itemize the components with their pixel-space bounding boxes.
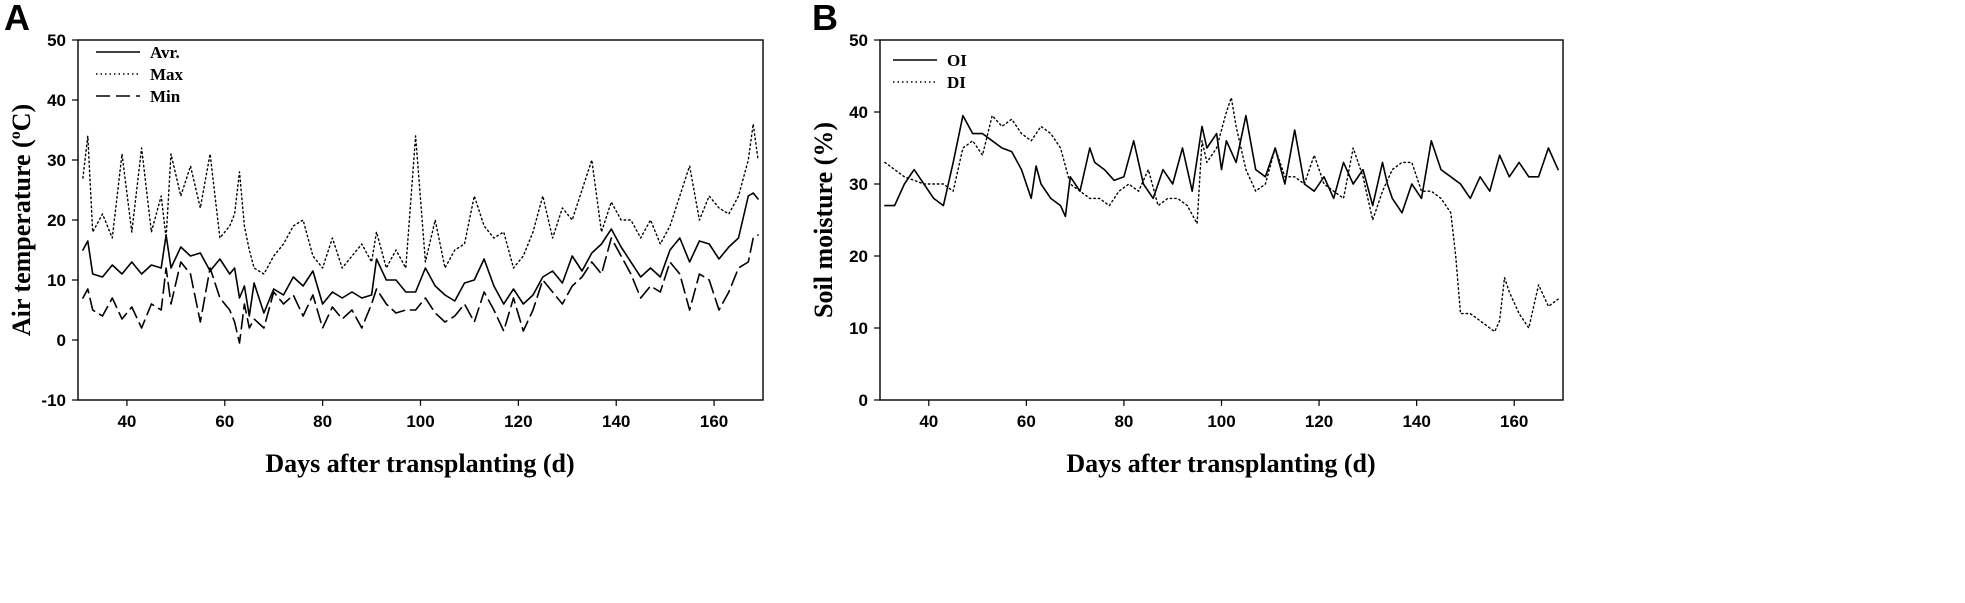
panel-b-y-tick-label: 20 bbox=[849, 247, 868, 266]
panel-b-y-tick-label: 30 bbox=[849, 175, 868, 194]
panel-b-legend-label-di: DI bbox=[947, 73, 966, 92]
panel-b-x-tick-label: 120 bbox=[1305, 412, 1333, 431]
panel-a-y-tick-label: 50 bbox=[47, 31, 66, 50]
panel-b-x-tick-label: 160 bbox=[1500, 412, 1528, 431]
panel-b-x-tick-label: 60 bbox=[1017, 412, 1036, 431]
panel-a-y-tick-label: 10 bbox=[47, 271, 66, 290]
panel-a-letter: A bbox=[4, 0, 30, 38]
panel-a-y-tick-label: 40 bbox=[47, 91, 66, 110]
panel-b-y-tick-label: 40 bbox=[849, 103, 868, 122]
panel-a-series bbox=[82, 123, 759, 344]
panel-a-legend: Avr. Max Min bbox=[96, 43, 184, 106]
panel-a-legend-label-avr: Avr. bbox=[150, 43, 180, 62]
panel-b-x-tick-label: 40 bbox=[919, 412, 938, 431]
panel-b-series-di bbox=[884, 96, 1559, 333]
panel-a-legend-label-max: Max bbox=[150, 65, 184, 84]
panel-a-x-tick-label: 40 bbox=[117, 412, 136, 431]
panel-a-air-temperature: A 40 60 80 100 120 140 160 -10 0 10 20 30 40 50 Avr. M… bbox=[4, 0, 764, 478]
panel-a-x-tick-label: 80 bbox=[313, 412, 332, 431]
panel-a-y-tick-label: 0 bbox=[57, 331, 66, 350]
panel-a-y-label-superscript: o bbox=[7, 131, 24, 139]
panel-b-x-tick-label: 100 bbox=[1207, 412, 1235, 431]
panel-a-series-avr bbox=[82, 192, 759, 317]
panel-a-y-axis-label: Air temperature (oC) bbox=[7, 104, 36, 336]
panel-a-y-label-tail: C) bbox=[7, 104, 36, 131]
panel-b-plot-frame bbox=[879, 39, 1564, 401]
panel-b-series bbox=[884, 96, 1559, 333]
panel-b-series-oi bbox=[884, 114, 1559, 218]
panel-a-y-tick-label: 30 bbox=[47, 151, 66, 170]
panel-b-legend: OI DI bbox=[893, 51, 967, 92]
panel-b-y-tick-label: 10 bbox=[849, 319, 868, 338]
panel-a-x-axis-label: Days after transplanting (d) bbox=[265, 449, 574, 478]
panel-a-x-tick-label: 100 bbox=[406, 412, 434, 431]
panel-a-y-label-main: Air temperature ( bbox=[7, 139, 36, 336]
panel-b-legend-label-oi: OI bbox=[947, 51, 967, 70]
panel-a-legend-label-min: Min bbox=[150, 87, 181, 106]
panel-b-soil-moisture: B 40 60 80 100 120 140 160 0 10 20 30 40 50 OI DI Day… bbox=[809, 0, 1564, 478]
panel-a-x-tick-label: 140 bbox=[602, 412, 630, 431]
panel-a-series-max bbox=[82, 123, 759, 275]
panel-b-letter: B bbox=[812, 0, 838, 38]
panel-a-series-min bbox=[82, 234, 759, 344]
panel-b-y-tick-label: 0 bbox=[859, 391, 868, 410]
panel-a-y-tick-label: 20 bbox=[47, 211, 66, 230]
panel-a-x-tick-label: 60 bbox=[215, 412, 234, 431]
panel-a-plot-frame bbox=[77, 39, 764, 401]
panel-a-x-tick-label: 160 bbox=[700, 412, 728, 431]
panel-b-x-axis-label: Days after transplanting (d) bbox=[1066, 449, 1375, 478]
panel-b-x-tick-label: 80 bbox=[1114, 412, 1133, 431]
panel-b-ticks: 40 60 80 100 120 140 160 0 10 20 30 40 50 bbox=[849, 31, 1528, 431]
panel-b-y-axis-label: Soil moisture (%) bbox=[809, 122, 838, 318]
panel-b-y-tick-label: 50 bbox=[849, 31, 868, 50]
panel-a-y-tick-label: -10 bbox=[41, 391, 66, 410]
panel-a-ticks: 40 60 80 100 120 140 160 -10 0 10 20 30 40 50 bbox=[41, 31, 728, 431]
panel-b-x-tick-label: 140 bbox=[1402, 412, 1430, 431]
panel-a-x-tick-label: 120 bbox=[504, 412, 532, 431]
